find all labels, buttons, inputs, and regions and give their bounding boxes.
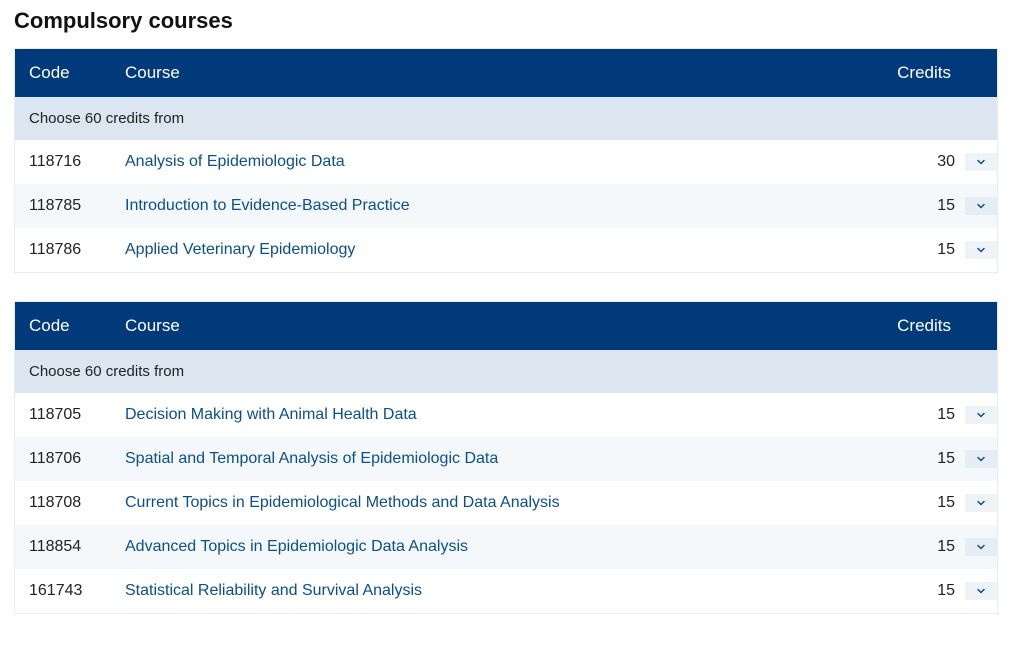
column-header-credits: Credits: [871, 63, 951, 83]
course-table: CodeCourseCreditsChoose 60 credits from1…: [14, 301, 998, 614]
table-row: 118705Decision Making with Animal Health…: [15, 393, 997, 437]
chevron-down-icon: [975, 156, 987, 168]
table-row: 118785Introduction to Evidence-Based Pra…: [15, 184, 997, 228]
section-title: Compulsory courses: [14, 8, 998, 34]
table-row: 118716Analysis of Epidemiologic Data30: [15, 140, 997, 184]
expand-row-button[interactable]: [965, 494, 997, 512]
course-title-link[interactable]: Introduction to Evidence-Based Practice: [125, 197, 881, 215]
course-code: 118854: [29, 538, 125, 556]
course-title-link[interactable]: Statistical Reliability and Survival Ana…: [125, 582, 881, 600]
column-header-expand-spacer: [951, 316, 983, 336]
course-title-link[interactable]: Advanced Topics in Epidemiologic Data An…: [125, 538, 881, 556]
expand-row-button[interactable]: [965, 538, 997, 556]
table-row: 118854Advanced Topics in Epidemiologic D…: [15, 525, 997, 569]
chevron-down-icon: [975, 585, 987, 597]
course-credits: 15: [881, 494, 961, 512]
course-credits: 15: [881, 241, 961, 259]
table-row: 118706Spatial and Temporal Analysis of E…: [15, 437, 997, 481]
table-header: CodeCourseCredits: [15, 49, 997, 97]
course-code: 118705: [29, 406, 125, 424]
expand-row-button[interactable]: [965, 241, 997, 259]
course-title-link[interactable]: Applied Veterinary Epidemiology: [125, 241, 881, 259]
column-header-course: Course: [125, 316, 871, 336]
expand-row-button[interactable]: [965, 197, 997, 215]
course-credits: 15: [881, 538, 961, 556]
expand-row-button[interactable]: [965, 153, 997, 171]
course-code: 118706: [29, 450, 125, 468]
course-credits: 15: [881, 197, 961, 215]
course-title-link[interactable]: Decision Making with Animal Health Data: [125, 406, 881, 424]
course-code: 118785: [29, 197, 125, 215]
course-code: 161743: [29, 582, 125, 600]
course-credits: 30: [881, 153, 961, 171]
expand-row-button[interactable]: [965, 406, 997, 424]
table-row: 118786Applied Veterinary Epidemiology15: [15, 228, 997, 272]
course-credits: 15: [881, 406, 961, 424]
course-code: 118708: [29, 494, 125, 512]
column-header-expand-spacer: [951, 63, 983, 83]
chevron-down-icon: [975, 244, 987, 256]
table-subheader: Choose 60 credits from: [15, 97, 997, 140]
column-header-credits: Credits: [871, 316, 951, 336]
course-table: CodeCourseCreditsChoose 60 credits from1…: [14, 48, 998, 273]
table-row: 118708Current Topics in Epidemiological …: [15, 481, 997, 525]
course-title-link[interactable]: Analysis of Epidemiologic Data: [125, 153, 881, 171]
column-header-code: Code: [29, 316, 125, 336]
expand-row-button[interactable]: [965, 450, 997, 468]
table-row: 161743Statistical Reliability and Surviv…: [15, 569, 997, 613]
chevron-down-icon: [975, 541, 987, 553]
chevron-down-icon: [975, 409, 987, 421]
table-header: CodeCourseCredits: [15, 302, 997, 350]
course-credits: 15: [881, 582, 961, 600]
course-credits: 15: [881, 450, 961, 468]
column-header-code: Code: [29, 63, 125, 83]
course-title-link[interactable]: Spatial and Temporal Analysis of Epidemi…: [125, 450, 881, 468]
chevron-down-icon: [975, 497, 987, 509]
chevron-down-icon: [975, 453, 987, 465]
course-title-link[interactable]: Current Topics in Epidemiological Method…: [125, 494, 881, 512]
course-code: 118716: [29, 153, 125, 171]
chevron-down-icon: [975, 200, 987, 212]
column-header-course: Course: [125, 63, 871, 83]
table-subheader: Choose 60 credits from: [15, 350, 997, 393]
expand-row-button[interactable]: [965, 582, 997, 600]
course-code: 118786: [29, 241, 125, 259]
